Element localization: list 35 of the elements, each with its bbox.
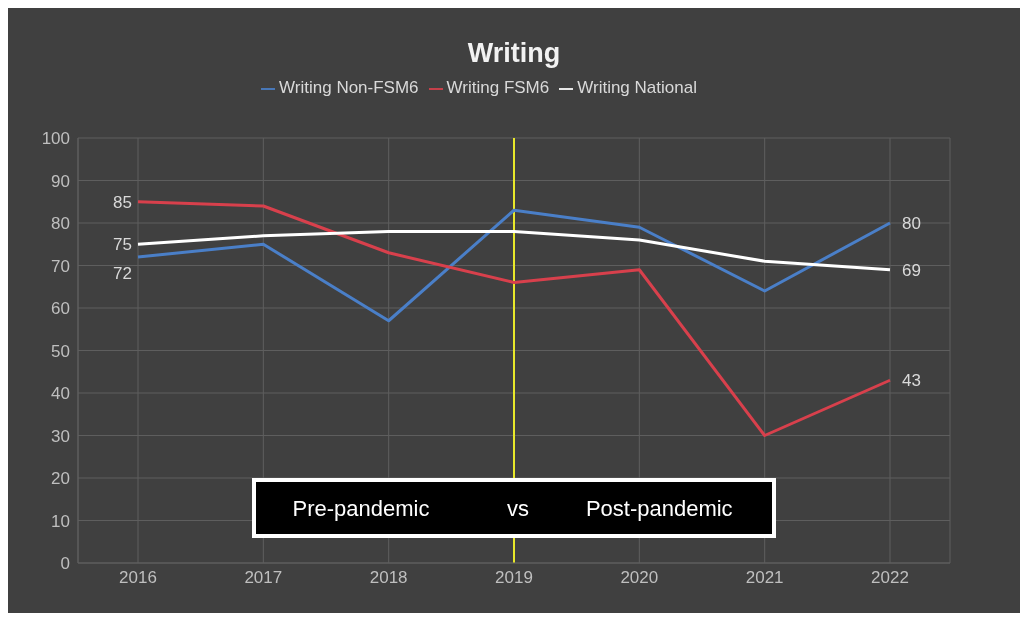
x-tick-label: 2022 [871,568,909,588]
y-tick-label: 20 [51,469,70,489]
y-tick-label: 0 [60,554,70,574]
data-label: 43 [902,371,921,391]
y-tick-label: 30 [51,426,70,446]
y-tick-label: 50 [51,341,70,361]
x-tick-label: 2018 [369,568,408,588]
data-label: 80 [902,214,921,233]
data-label: 85 [113,192,132,212]
x-tick-label: 2017 [244,568,283,588]
x-tick-label: 2021 [745,568,784,588]
y-tick-label: 40 [51,384,70,404]
chart-title: Writing [466,37,562,70]
line-series [136,200,892,437]
annotation: Pre-pandemic [292,495,430,522]
x-tick-label: 2019 [495,568,533,588]
x-tick-label: 2016 [119,568,157,588]
y-tick-label: 60 [51,299,70,319]
y-tick-label: 70 [51,256,70,276]
y-tick-label: 100 [41,129,70,149]
data-label: 75 [113,235,132,255]
y-tick-label: 10 [51,511,70,531]
legend-label: Writing Non-FSM6 [279,78,419,97]
x-tick-label: 2020 [620,568,659,588]
line-series [136,230,892,272]
data-label: 72 [113,264,132,283]
text-box: Pre-pandemic vs Post-pandemic [252,478,776,538]
annotation: Post-pandemic [585,495,733,522]
annotation: vs [506,495,529,522]
y-tick-label: 80 [51,214,70,234]
legend-label: Writing National [577,78,697,97]
y-tick-label: 90 [51,171,70,191]
data-label: 69 [902,260,921,280]
line-series [136,208,892,323]
legend-label: Writing FSM6 [446,78,550,97]
